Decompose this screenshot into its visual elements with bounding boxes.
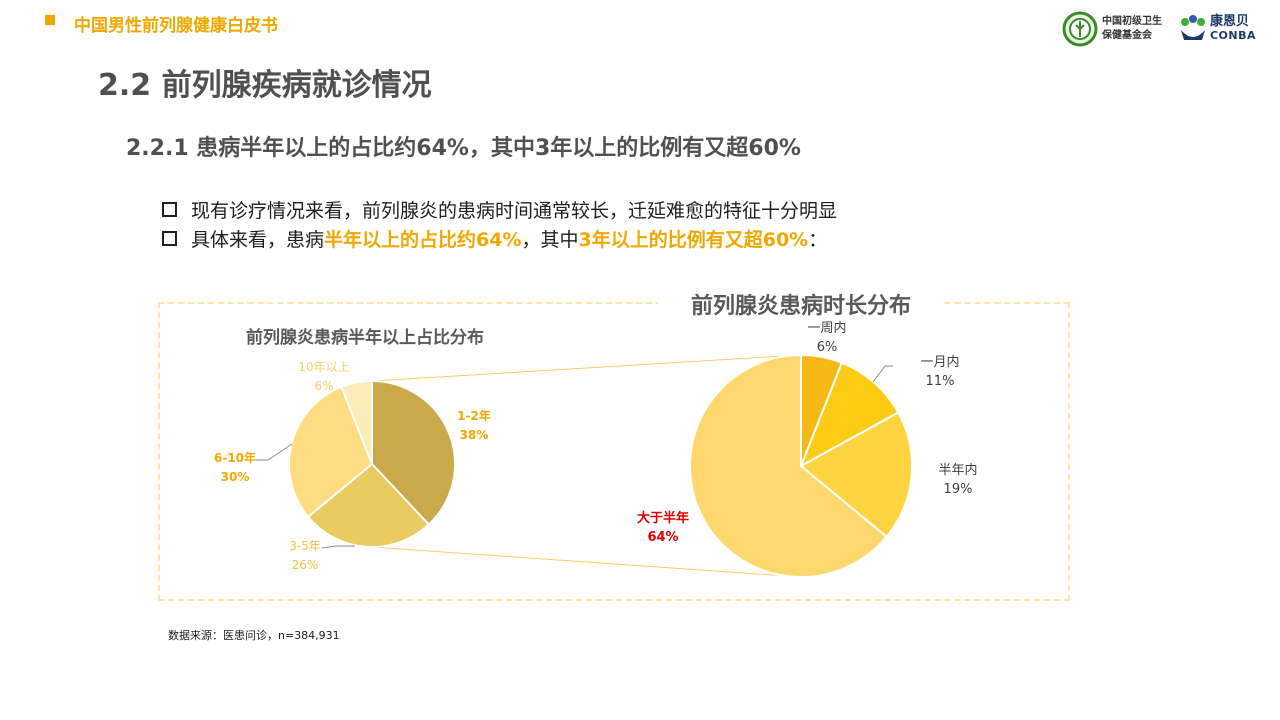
- pie-labels: 一周内 6% 一月内 11% 半年内 19% 大于半年 64% 1-2年 38% 3-5年 26% 6-…: [214, 320, 978, 572]
- sub-label-1-2-years: 1-2年 38%: [457, 408, 491, 442]
- conba-logo: 康恩贝 CONBA: [1178, 14, 1256, 44]
- foundation-logo: 中国初级卫生 保健基金会: [1062, 11, 1162, 47]
- subsection-title: 2.2.1 患病半年以上的占比约64%，其中3年以上的比例有又超60%: [126, 136, 801, 161]
- bullet-2: 具体来看，患病 半年以上的占比约64% ，其中 3年以上的比例有又超60%：: [162, 225, 827, 252]
- chart-panel: [158, 302, 1070, 601]
- bullet-2-highlight-2: 3年以上的比例有又超60%: [578, 229, 809, 251]
- bullet-1: 现有诊疗情况来看，前列腺炎的患病时间通常较长，迁延难愈的特征十分明显: [162, 196, 837, 223]
- report-title: 中国男性前列腺健康白皮书: [74, 16, 278, 36]
- sub-pie-slice-0: [371, 379, 456, 526]
- sub-pie: [288, 379, 456, 548]
- sub-pie-slice-1: [306, 462, 431, 548]
- main-pie-slice-3: [689, 353, 888, 578]
- main-pie-title: 前列腺炎患病时长分布: [658, 288, 944, 320]
- logo-group: 中国初级卫生 保健基金会 康恩贝 CONBA: [1062, 10, 1256, 48]
- bullet-1-text: 现有诊疗情况来看，前列腺炎的患病时间通常较长，迁延难愈的特征十分明显: [191, 200, 838, 222]
- bullet-2-suffix: ：: [808, 229, 828, 251]
- sub-label-10-plus-years: 10年以上 6%: [298, 360, 349, 393]
- main-leader-one-month: [872, 365, 893, 383]
- bullet-2-prefix: 具体来看，患病: [191, 229, 325, 251]
- main-pie: [689, 353, 913, 578]
- data-source-note: 数据来源：医患问诊，n=384,931: [168, 629, 340, 642]
- section-title: 2.2 前列腺疾病就诊情况: [98, 68, 432, 103]
- checkbox-square-icon: [162, 202, 177, 217]
- main-label-one-week: 一周内 6%: [807, 320, 846, 355]
- pie-connector-lines: [371, 354, 802, 578]
- main-label-half-year: 半年内 19%: [938, 462, 977, 497]
- connector-line-bottom: [371, 546, 802, 578]
- bullet-2-mid: ，其中: [521, 229, 579, 251]
- conba-emblem-icon: [1180, 15, 1205, 40]
- main-pie-slice-2: [799, 411, 913, 539]
- sub-label-3-5-years: 3-5年 26%: [289, 539, 321, 572]
- sub-leader-6-10-years: [256, 443, 293, 461]
- title-marker-square: [45, 15, 55, 25]
- checkbox-square-icon: [162, 231, 177, 246]
- main-pie-slice-1: [799, 361, 900, 469]
- conba-name-en: CONBA: [1209, 29, 1256, 42]
- sub-leader-3-5-years: [321, 545, 355, 549]
- foundation-name-line1: 中国初级卫生: [1101, 16, 1162, 27]
- conba-name-cn: 康恩贝: [1209, 14, 1249, 29]
- foundation-name-line2: 保健基金会: [1101, 30, 1152, 41]
- sub-pie-slice-2: [288, 385, 374, 519]
- bullet-2-highlight-1: 半年以上的占比约64%: [324, 229, 522, 251]
- sub-label-6-10-years: 6-10年 30%: [214, 450, 256, 484]
- sub-pie-title: 前列腺炎患病半年以上占比分布: [246, 328, 484, 348]
- main-label-one-month: 一月内 11%: [920, 354, 959, 389]
- foundation-emblem-icon: [1062, 11, 1098, 47]
- connector-line-top: [371, 354, 802, 382]
- sub-pie-slice-3: [340, 379, 373, 465]
- main-label-over-half-year: 大于半年 64%: [637, 510, 689, 545]
